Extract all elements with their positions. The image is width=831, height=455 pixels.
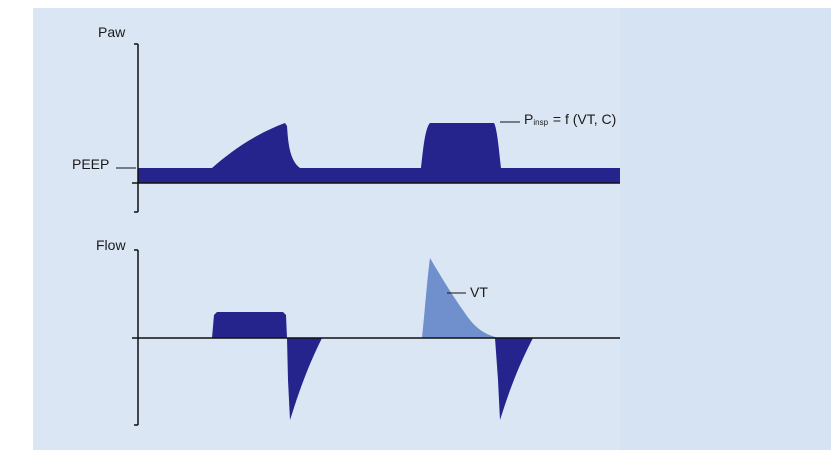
pressure-breath-1-tail [300, 168, 330, 170]
pinsp-annotation-subscript: insp [533, 118, 549, 127]
flow-expiration-2 [495, 338, 533, 420]
pinsp-annotation-suffix: = f (VT, C) [549, 111, 617, 127]
flow-axis-label: Flow [96, 237, 126, 253]
pressure-breath-2 [421, 123, 501, 168]
panel-right-background [620, 8, 831, 450]
pressure-axis-label: Paw [98, 24, 126, 40]
vt-label: VT [470, 284, 488, 300]
flow-inspiration-1 [212, 312, 287, 338]
flow-vt-area [422, 258, 500, 338]
pressure-breath-1 [212, 123, 300, 168]
pinsp-annotation-prefix: P [524, 111, 534, 127]
flow-expiration-1 [287, 338, 322, 420]
panel-background [33, 8, 620, 450]
peep-label: PEEP [72, 156, 110, 172]
pressure-breath-2-tail [501, 168, 530, 170]
pinsp-annotation: Pinsp = f (VT, C) [524, 112, 616, 127]
pressure-baseline-band [138, 168, 620, 183]
